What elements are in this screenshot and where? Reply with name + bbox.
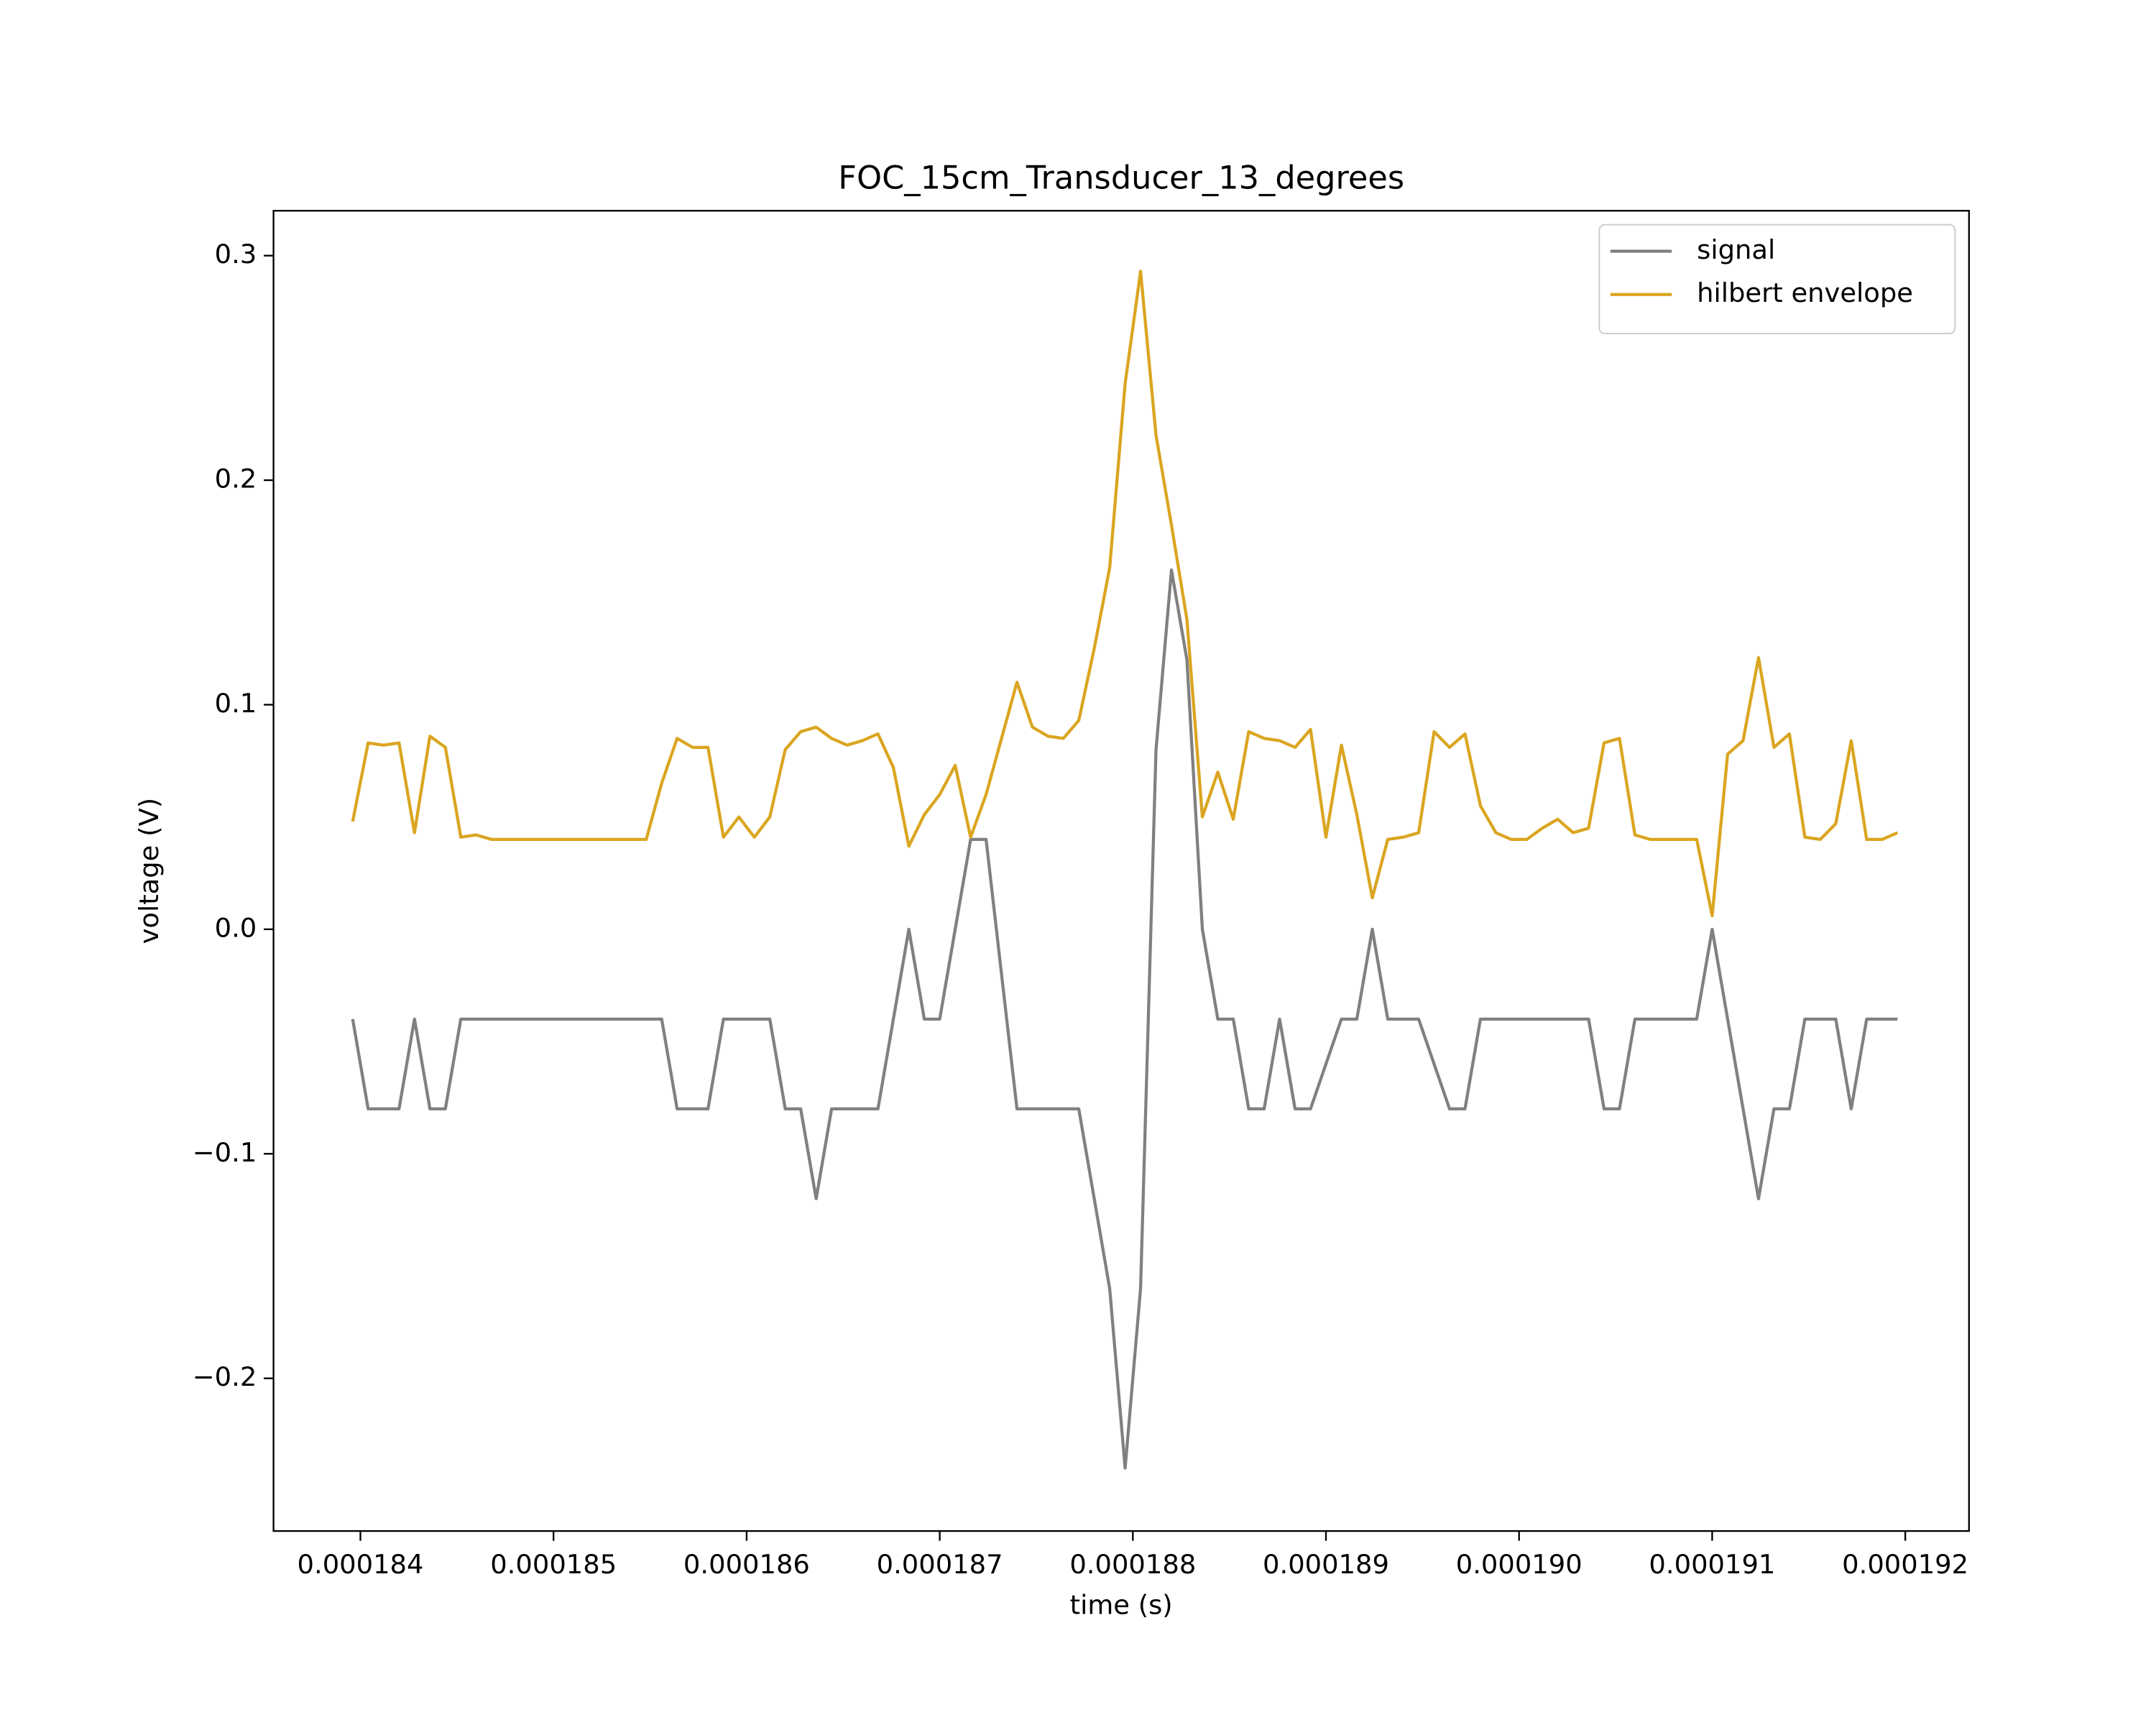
x-tick-label: 0.000184 — [298, 1549, 424, 1580]
y-tick-label: 0.2 — [215, 464, 257, 494]
x-tick-label: 0.000192 — [1842, 1549, 1968, 1580]
chart-title: FOC_15cm_Transducer_13_degrees — [838, 159, 1404, 196]
y-tick-label: −0.1 — [193, 1137, 257, 1168]
x-tick-label: 0.000191 — [1649, 1549, 1775, 1580]
y-tick-label: 0.1 — [215, 688, 257, 719]
x-tick-label: 0.000188 — [1069, 1549, 1196, 1580]
plot-frame — [272, 210, 1970, 1532]
y-tick-label: −0.2 — [193, 1361, 257, 1392]
x-tick-label: 0.000187 — [877, 1549, 1003, 1580]
x-tick-label: 0.000186 — [683, 1549, 810, 1580]
y-tick-label: 0.3 — [215, 239, 257, 270]
series-line — [351, 568, 1898, 1470]
legend-label: hilbert envelope — [1697, 277, 1913, 308]
x-axis-label: time (s) — [1070, 1589, 1173, 1620]
x-tick-label: 0.000185 — [490, 1549, 617, 1580]
x-tick-label: 0.000190 — [1456, 1549, 1583, 1580]
y-tick-label: 0.0 — [215, 912, 257, 943]
legend-box — [1598, 224, 1956, 335]
y-axis-label: voltage (V) — [134, 798, 165, 944]
x-tick-label: 0.000189 — [1263, 1549, 1389, 1580]
series-line — [351, 270, 1899, 918]
legend-label: signal — [1697, 234, 1775, 265]
